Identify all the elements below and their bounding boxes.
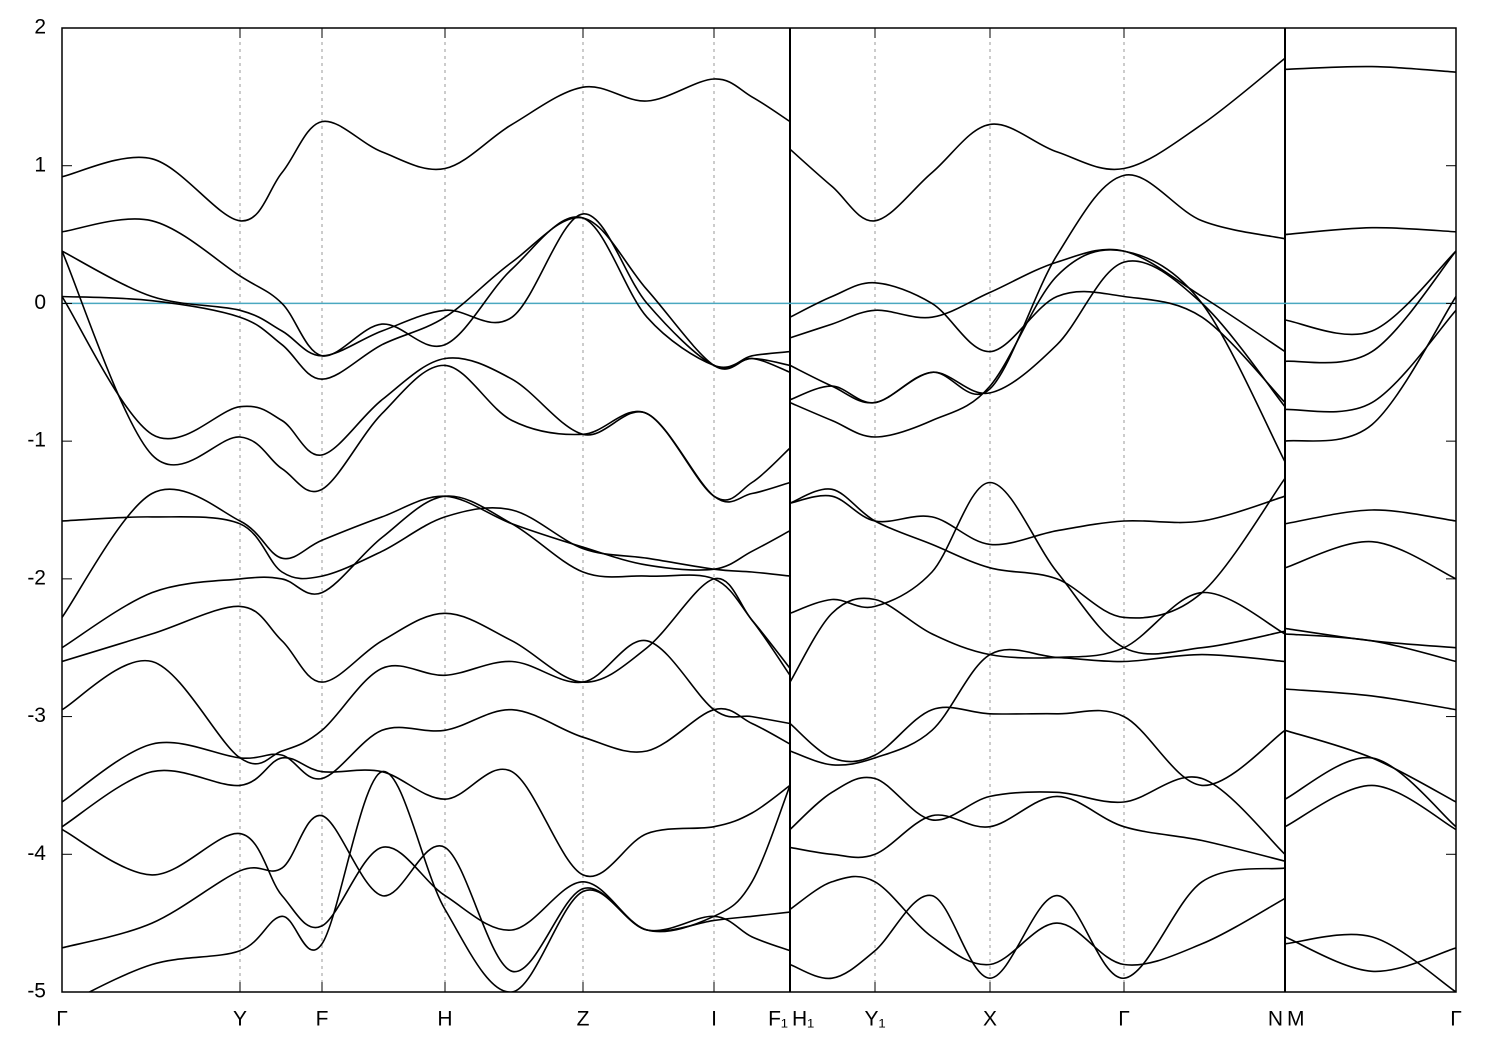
x-tick-label: Y₁ [864,1008,885,1031]
band-line [62,494,1456,580]
band-line [62,814,1456,973]
y-tick-label: -4 [27,842,46,865]
band-line [62,174,1456,404]
x-tick-label: M [1287,1008,1305,1031]
y-tick-label: -3 [27,704,46,727]
y-tick-label: 2 [34,16,46,39]
x-tick-label: N [1268,1008,1283,1031]
y-tick-label: -2 [27,566,46,589]
band-line [62,639,1456,787]
x-tick-label: Y [233,1008,247,1031]
band-line [62,260,1456,501]
bands [62,57,1456,992]
x-tick-label: H [437,1008,452,1031]
x-tick-label: H₁ [792,1008,814,1031]
band-line [62,213,1456,404]
plot-frame [61,27,1457,993]
grid [239,28,1286,992]
y-tick-label: -5 [27,980,46,1003]
y-tick-label: -1 [27,429,46,452]
x-tick-label: I [711,1008,717,1031]
band-line [62,57,1456,222]
y-tick-label: 1 [34,153,46,176]
x-tick-label: X [983,1008,997,1031]
x-tick-label: Γ [1118,1008,1130,1031]
x-tick-label: Γ [56,1008,68,1031]
x-tick-label: F [316,1008,329,1031]
band-line [62,577,1456,683]
band-line [87,770,1456,992]
band-line [62,756,1456,878]
x-tick-label: Z [577,1008,590,1031]
x-tick-label: F₁ [768,1008,788,1031]
axes: -5 -4 -3 -2 -1 0 1 2 Γ Y F H Z I F₁ H₁ Y₁ X Γ N M Γ [27,16,1461,1031]
y-tick-label: 0 [34,291,46,314]
x-tick-label: Γ [1450,1008,1462,1031]
